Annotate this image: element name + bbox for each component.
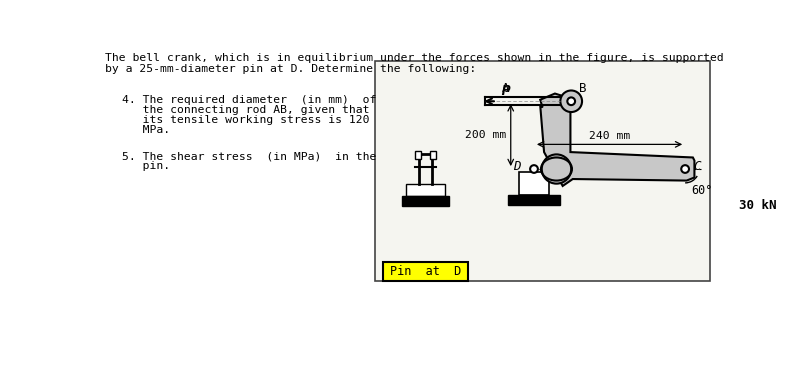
Circle shape bbox=[567, 97, 575, 105]
Bar bbox=[519, 172, 549, 195]
Text: A: A bbox=[502, 82, 510, 95]
Circle shape bbox=[732, 195, 738, 201]
Bar bbox=[508, 195, 560, 205]
Text: The bell crank, which is in equilibrium under the forces shown in the figure, is: The bell crank, which is in equilibrium … bbox=[106, 53, 724, 63]
Text: 240 mm: 240 mm bbox=[589, 131, 630, 141]
Text: by a 25-mm-diameter pin at D. Determine the following:: by a 25-mm-diameter pin at D. Determine … bbox=[106, 63, 477, 73]
Text: B: B bbox=[579, 82, 586, 95]
Bar bbox=[375, 61, 710, 281]
Text: MPa.: MPa. bbox=[122, 125, 170, 135]
Bar bbox=[402, 196, 449, 206]
Bar bbox=[414, 151, 421, 159]
Text: pin.: pin. bbox=[122, 161, 170, 171]
Text: Pin  at  D: Pin at D bbox=[390, 265, 461, 278]
Circle shape bbox=[682, 165, 689, 173]
Text: D: D bbox=[513, 160, 520, 173]
Text: 60°: 60° bbox=[691, 184, 713, 197]
Text: its tensile working stress is 120: its tensile working stress is 120 bbox=[122, 115, 370, 125]
Circle shape bbox=[542, 154, 571, 184]
Text: 200 mm: 200 mm bbox=[465, 130, 506, 140]
Bar bbox=[406, 184, 445, 196]
Bar bbox=[383, 262, 468, 281]
Circle shape bbox=[560, 90, 582, 112]
Circle shape bbox=[530, 165, 538, 173]
Text: the connecting rod AB, given that: the connecting rod AB, given that bbox=[122, 105, 370, 115]
Bar bbox=[430, 151, 436, 159]
Text: 4. The required diameter  (in mm)  of: 4. The required diameter (in mm) of bbox=[122, 95, 376, 105]
Text: 5. The shear stress  (in MPa)  in the: 5. The shear stress (in MPa) in the bbox=[122, 151, 376, 161]
Polygon shape bbox=[540, 94, 694, 186]
Text: p: p bbox=[501, 82, 510, 95]
Text: C: C bbox=[693, 160, 700, 173]
Text: 30 kN: 30 kN bbox=[738, 199, 776, 213]
